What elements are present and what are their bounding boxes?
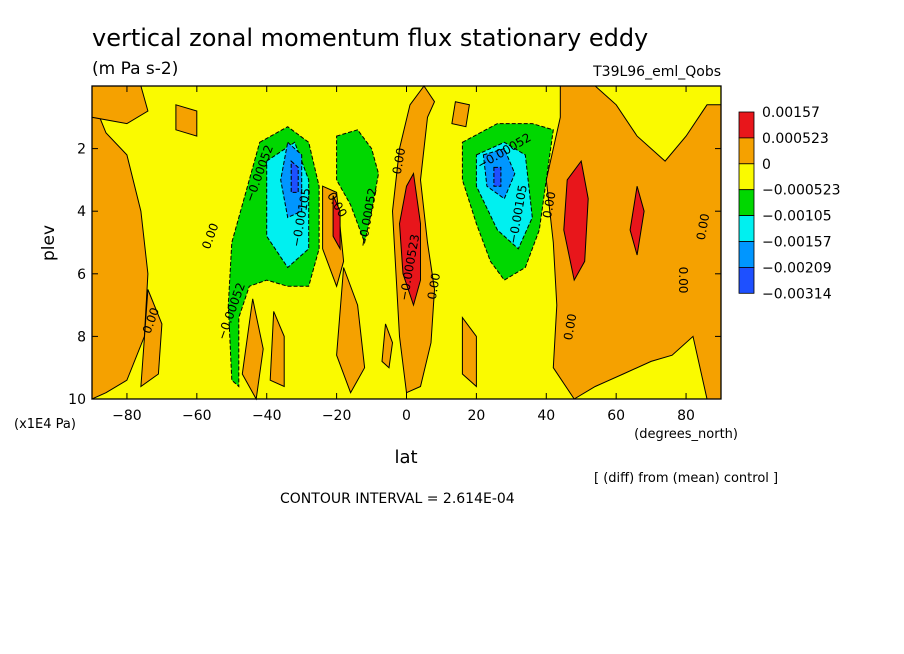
contour-label-14: 0.00 [676,267,690,294]
colorbar-label-7: −0.00314 [762,286,832,302]
colorbar-label-4: −0.00105 [762,209,832,225]
colorbar-swatch-6 [738,266,755,294]
y-tick-label-1: 4 [77,204,86,220]
y-tick-label-3: 8 [77,329,86,345]
colorbar-label-1: 0.000523 [762,131,829,147]
contour-region-positive-10 [451,101,470,128]
contour-label-9: 0.00 [425,272,443,301]
y-tick-label-4: 10 [68,392,86,408]
colorbar-swatch-5 [738,241,755,268]
x-tick-label-4: 0 [402,408,411,424]
contour-region-positive-0 [91,98,149,400]
colorbar-swatch-4 [738,215,755,242]
chart-units: (m Pa s-2) [92,59,178,79]
colorbar-label-2: 0 [762,157,771,173]
x-tick-label-1: −60 [182,408,212,424]
contour-label-12: 0.00 [540,190,558,219]
contour-region-max-14 [332,195,341,251]
contour-region-positive-5 [269,311,285,388]
y-axis: 2 4 6 8 10 [68,142,721,408]
x-tick-label-5: 20 [467,408,485,424]
x-tick-label-3: −20 [322,408,352,424]
contour-region-strongest-25 [493,166,502,187]
run-label: T39L96_eml_Qobs [592,64,721,80]
contour-region-positive-7 [336,267,366,394]
colorbar-swatch-0 [738,111,755,139]
colorbar-label-3: −0.000523 [762,183,841,199]
colorbar-label-5: −0.00157 [762,235,832,251]
contour-label-7: 0.00 [390,147,408,176]
contour-region-max-16 [629,186,645,256]
y-axis-label: plev [39,225,59,261]
contour-fills [91,85,722,401]
contour-region-positive-2 [140,289,163,388]
contour-region-negative-18 [336,129,380,245]
y-axis-units: (x1E4 Pa) [14,417,76,432]
y-tick-label-0: 2 [77,142,86,158]
colorbar-label-6: −0.00209 [762,260,832,276]
contour-region-positive-8 [381,323,394,369]
contour-region-max-15 [563,159,589,282]
contour-region-strongest-24 [290,159,299,193]
x-tick-label-2: −40 [252,408,282,424]
x-axis-units: (degrees_north) [634,427,738,442]
plot-area: 0.000.00−0.00052−0.00052−0.00105 0.00 −0.0… [91,85,722,401]
x-axis-label: lat [394,447,417,468]
x-tick-label-6: 40 [537,408,555,424]
x-tick-label-0: −80 [112,408,142,424]
colorbar-label-0: 0.00157 [762,105,820,121]
colorbar: 0.00157 0.000523 0 −0.000523 −0.00105 −0.0015… [738,105,841,302]
chart-title: vertical zonal momentum flux stationary … [92,24,648,52]
contour-label-15: 0.00 [694,212,712,241]
colorbar-swatch-1 [738,137,755,165]
contour-label-13: 0.00 [561,313,579,342]
x-tick-label-7: 60 [607,408,625,424]
x-axis: −80 −60 −40 −20 0 20 40 60 80 [112,86,695,424]
contour-region-max-13 [398,172,421,307]
y-tick-label-2: 6 [77,267,86,283]
contour-region-positive-3 [175,104,198,137]
colorbar-swatch-3 [738,189,755,216]
contour-region-positive-11 [461,316,477,388]
diff-note: [ (diff) from (mean) control ] [594,471,778,486]
contour-interval: CONTOUR INTERVAL = 2.614E-04 [280,491,515,507]
x-tick-label-8: 80 [677,408,695,424]
colorbar-swatch-2 [738,163,755,191]
